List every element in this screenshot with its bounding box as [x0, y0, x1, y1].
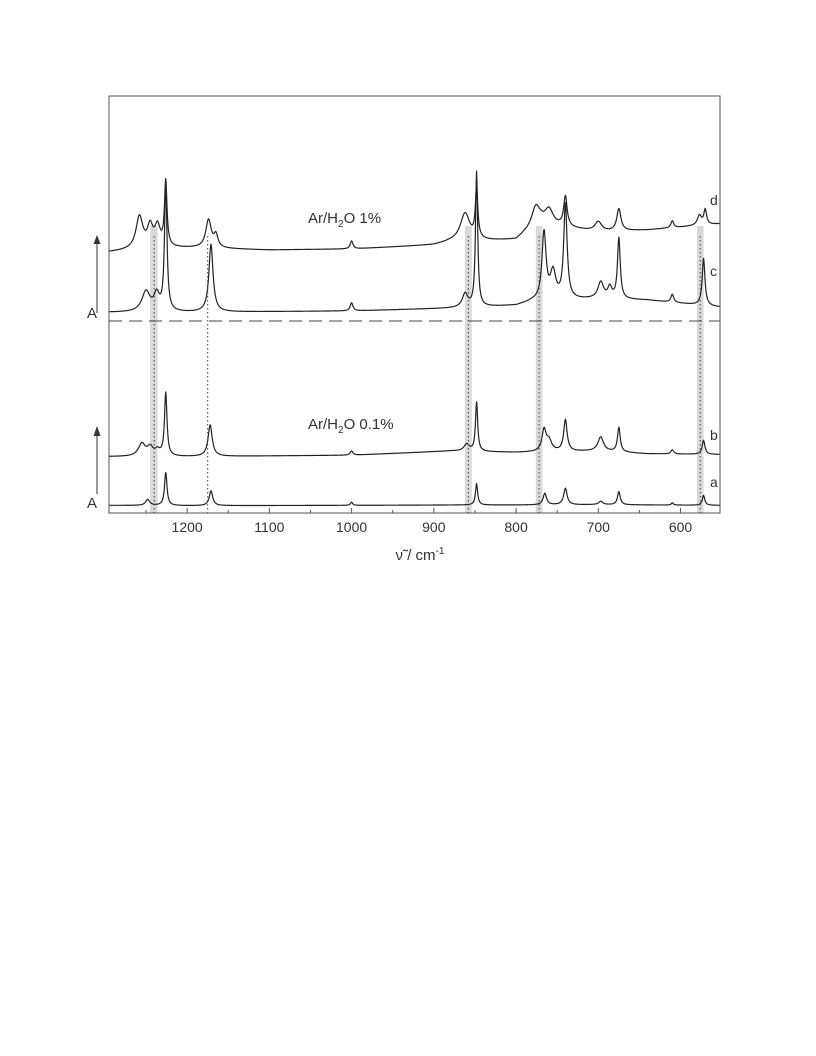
trace-b — [108, 391, 721, 457]
x-tick-label-1100: 1100 — [254, 519, 284, 535]
x-tick-label-700: 700 — [587, 519, 611, 535]
trace-label-d: d — [710, 192, 718, 208]
x-axis-ticks: 1200 1100 1000 900 800 700 600 — [145, 508, 693, 535]
y-axis-arrow-upper — [93, 235, 101, 313]
x-tick-label-600: 600 — [669, 519, 693, 535]
trace-d — [108, 177, 721, 252]
trace-c — [108, 170, 721, 313]
panel-label-upper: Ar/H2O 1% — [308, 210, 381, 230]
dotted-guides — [153, 236, 701, 513]
plot-frame — [108, 95, 721, 514]
x-tick-label-800: 800 — [504, 519, 528, 535]
x-tick-label-1000: 1000 — [336, 519, 367, 535]
y-axis-label-upper: A — [87, 305, 97, 322]
y-axis-arrow-lower — [93, 426, 101, 494]
trace-label-c: c — [710, 263, 717, 279]
y-axis-label-lower: A — [87, 495, 97, 512]
trace-label-b: b — [710, 427, 718, 443]
spectra-figure: 1200 1100 1000 900 800 700 600 A A Ar/H2O 1% A… — [87, 95, 721, 564]
trace-a — [108, 471, 721, 507]
panel-label-lower: Ar/H2O 0.1% — [308, 416, 394, 436]
spectra-traces — [108, 170, 721, 507]
trace-label-a: a — [710, 474, 718, 490]
x-tick-label-1200: 1200 — [172, 519, 203, 535]
x-tick-label-900: 900 — [422, 519, 446, 535]
x-axis-title: ν̃ / cm-1 — [396, 546, 445, 564]
